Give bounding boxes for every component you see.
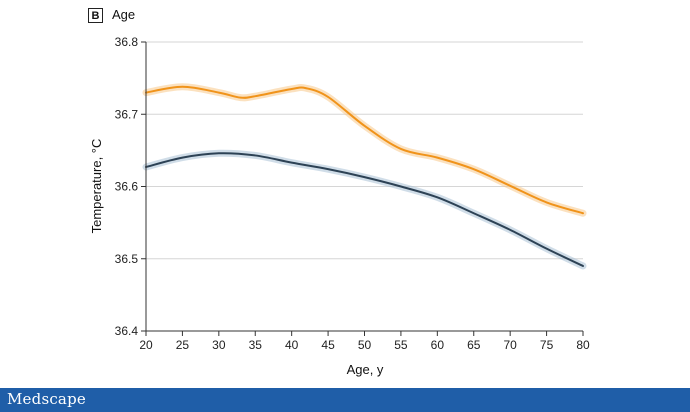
x-tick-label: 50 (358, 338, 372, 352)
x-tick-label: 70 (503, 338, 517, 352)
x-tick-label: 80 (576, 338, 590, 352)
series-1-line (145, 85, 584, 215)
x-tick-label: 20 (139, 338, 153, 352)
x-tick-label: 30 (212, 338, 226, 352)
footer-bar: Medscape (0, 388, 690, 412)
y-tick-label: 36.8 (115, 35, 139, 49)
series-2-line (145, 152, 584, 267)
y-axis-label: Temperature, °C (89, 139, 104, 234)
x-tick-label: 25 (176, 338, 190, 352)
temperature-by-age-chart: 36.4 36.5 36.6 36.7 36.8 20 25 30 35 40 45 50 55 60 65… (89, 35, 590, 377)
x-axis-label: Age, y (347, 362, 384, 377)
y-tick-label: 36.5 (115, 252, 139, 266)
series-1-ci-band (142, 83, 587, 217)
axes: 36.4 36.5 36.6 36.7 36.8 20 25 30 35 40 45 50 55 60 65… (115, 35, 590, 352)
series-2-ci-band (142, 149, 587, 270)
x-tick-label: 65 (467, 338, 481, 352)
medscape-logo: Medscape (7, 390, 86, 408)
series-lines (145, 85, 584, 267)
panel-letter-badge: B (88, 8, 103, 23)
x-tick-label: 45 (321, 338, 335, 352)
y-tick-label: 36.7 (115, 107, 139, 121)
x-tick-label: 60 (431, 338, 445, 352)
x-tick-label: 40 (285, 338, 299, 352)
y-tick-label: 36.6 (115, 180, 139, 194)
x-tick-label: 75 (540, 338, 554, 352)
panel-title: Age (112, 7, 136, 22)
x-tick-label: 55 (394, 338, 408, 352)
y-tick-label: 36.4 (115, 324, 139, 338)
x-tick-label: 35 (249, 338, 263, 352)
